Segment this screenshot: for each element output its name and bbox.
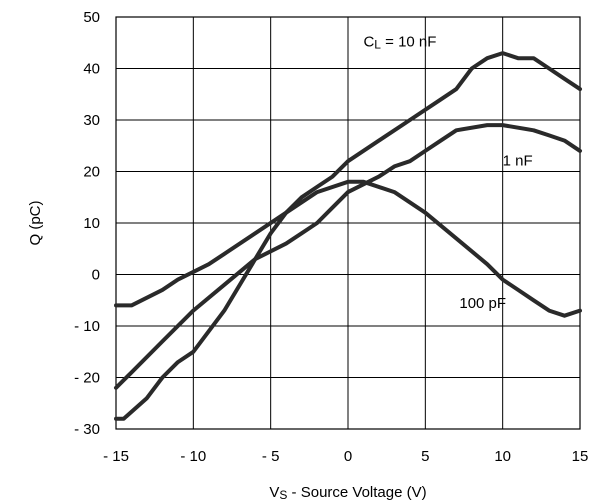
- x-tick-label: 10: [494, 448, 511, 465]
- x-tick-label: - 5: [262, 448, 280, 465]
- series-label-10nf-rest: = 10 nF: [381, 33, 436, 50]
- y-tick-label: - 20: [74, 370, 100, 387]
- series-group: [114, 51, 582, 421]
- y-tick-label: 40: [83, 61, 100, 78]
- x-tick-label: - 10: [180, 448, 206, 465]
- series-line-1nf: [114, 123, 582, 390]
- series-label-100pf: 100 pF: [459, 295, 506, 312]
- x-axis-title-main: V: [269, 484, 279, 501]
- chart-grid: [115, 16, 581, 430]
- y-tick-labels: - 30 - 20 - 10 0 10 20 30 40 50: [74, 9, 100, 438]
- x-axis-title-sub: S: [279, 488, 287, 502]
- y-tick-label: 10: [83, 215, 100, 232]
- series-label-10nf-main: C: [363, 33, 374, 50]
- x-tick-label: 0: [344, 448, 352, 465]
- y-tick-label: 50: [83, 9, 100, 26]
- x-tick-label: 5: [421, 448, 429, 465]
- x-axis-title-rest: - Source Voltage (V): [287, 484, 426, 501]
- series-label-10nf-sub: L: [374, 38, 381, 52]
- y-tick-label: 30: [83, 112, 100, 129]
- series-line-10nf: [114, 51, 582, 421]
- y-axis-title: Q (pC): [27, 200, 44, 245]
- series-labels: CL = 10 nF 1 nF 100 pF: [363, 33, 532, 312]
- y-tick-label: 20: [83, 164, 100, 181]
- y-tick-label: - 10: [74, 318, 100, 335]
- plot-frame: [115, 16, 581, 430]
- series-line-100pf: [114, 179, 582, 318]
- series-label-1nf: 1 nF: [503, 152, 533, 169]
- x-tick-label: - 15: [103, 448, 129, 465]
- x-tick-labels: - 15 - 10 - 5 0 5 10 15: [103, 448, 588, 465]
- x-tick-label: 15: [572, 448, 589, 465]
- x-axis-title: VS - Source Voltage (V): [269, 484, 426, 502]
- y-tick-label: - 30: [74, 421, 100, 438]
- y-tick-label: 0: [92, 267, 100, 284]
- series-label-10nf: CL = 10 nF: [363, 33, 436, 51]
